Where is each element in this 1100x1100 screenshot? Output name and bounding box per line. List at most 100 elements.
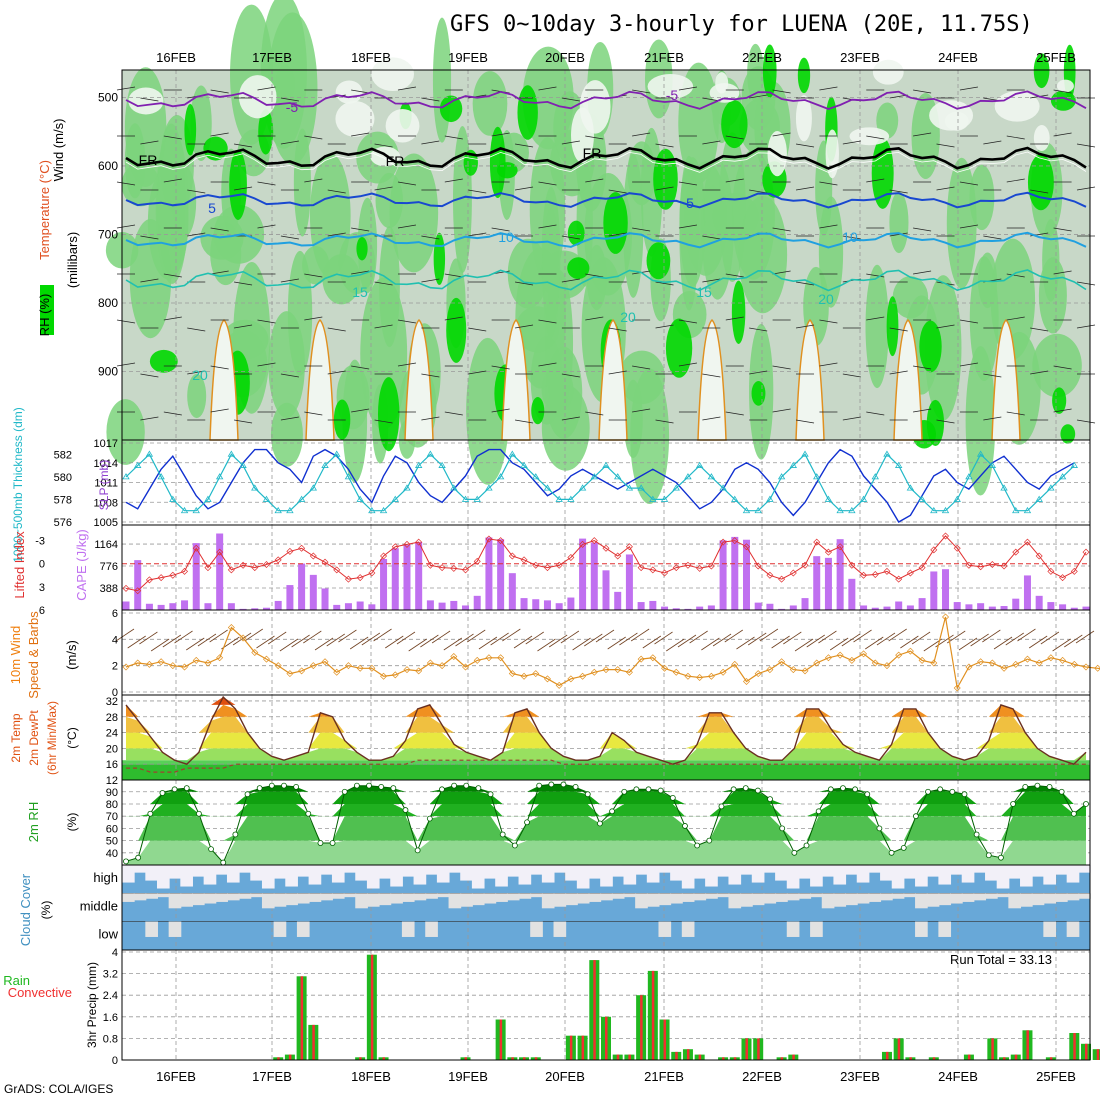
wind-speed-marker <box>696 674 704 682</box>
cloud-fraction-cell <box>588 893 602 902</box>
rh-marker <box>621 788 628 795</box>
surface-wind-barb <box>595 629 615 643</box>
lifted-marker <box>649 566 657 574</box>
surface-wind-barb <box>197 633 217 647</box>
cloud-fraction-cell <box>296 865 310 877</box>
rh-region <box>515 306 559 353</box>
precip-convective-bar <box>1085 1043 1088 1060</box>
wind-barb <box>421 140 440 145</box>
cloud-fraction-cell <box>168 865 182 879</box>
date-label-bottom: 20FEB <box>545 1069 585 1084</box>
thickness-marker <box>297 495 306 502</box>
rh-region <box>322 254 361 305</box>
thickness-series <box>125 453 1075 512</box>
wind-barb <box>257 86 276 91</box>
wind-speed-marker <box>415 667 423 675</box>
wind-barb <box>889 232 908 237</box>
thickness-marker <box>789 461 798 468</box>
lifted-marker <box>216 548 224 556</box>
temp-label: 2m Temp <box>9 713 23 762</box>
lifted-marker <box>579 540 587 548</box>
thickness-axis-label: 1000~500mb Thickness (dm) <box>11 407 25 563</box>
wind-barb <box>561 235 580 240</box>
wind-barb <box>866 135 885 140</box>
cloud-fraction-cell <box>1078 893 1091 899</box>
rh-moist-region <box>762 44 777 98</box>
surface-wind-barb <box>513 635 533 649</box>
date-label-top: 22FEB <box>742 50 782 65</box>
lifted-marker <box>965 561 973 569</box>
cloud-fraction-cell <box>1043 865 1057 885</box>
lifted-marker <box>239 561 247 569</box>
rh-tick-label: 60 <box>106 823 118 835</box>
thickness-marker <box>766 495 774 502</box>
cape-bar <box>696 606 704 610</box>
wind-barb <box>234 186 253 191</box>
wind-barb <box>468 327 487 332</box>
rh-marker <box>426 815 433 822</box>
cloud-fraction-cell <box>413 893 427 901</box>
surface-wind-barb <box>607 636 626 650</box>
wind-barb <box>491 132 510 137</box>
contour-label: -5 <box>666 87 679 103</box>
rh-region <box>747 43 764 102</box>
cape-bar <box>1047 602 1055 610</box>
cloud-fraction-cell <box>658 893 672 906</box>
rh-moist-region <box>489 126 506 199</box>
surface-wind-barb <box>443 637 463 651</box>
wind-barb <box>889 370 908 375</box>
lifted-tick-label: 3 <box>39 582 45 594</box>
lifted-marker <box>1082 548 1090 556</box>
lifted-marker <box>415 538 423 546</box>
surface-warm-plume <box>598 318 628 441</box>
cloud-fraction-cell <box>775 893 788 902</box>
thickness-tick-label: 578 <box>54 494 72 506</box>
wind-barb <box>280 140 299 145</box>
thickness-marker <box>122 473 130 480</box>
cloud-fraction-cell <box>308 893 322 902</box>
contour-15 <box>125 269 1087 292</box>
cloud-fraction-cell <box>985 865 998 881</box>
temp-tick-label: 20 <box>106 743 118 755</box>
thickness-marker <box>426 450 435 457</box>
wind-barb <box>1030 327 1049 332</box>
temp-tick-label: 24 <box>106 728 118 740</box>
cloud-fraction-cell <box>180 865 193 887</box>
cape-bar <box>1059 604 1067 610</box>
wind-speed-marker <box>766 666 774 674</box>
cloud-fraction-cell <box>973 865 987 873</box>
lifted-marker <box>134 587 142 595</box>
wind-speed-series <box>125 616 1100 690</box>
cloud-fraction-cell <box>530 865 543 875</box>
wind-barb <box>234 419 253 424</box>
surface-warm-plume <box>404 318 434 441</box>
thickness-marker <box>871 473 879 480</box>
rh-marker <box>414 847 421 854</box>
thickness-marker <box>848 506 856 514</box>
wind-speed-marker <box>1070 660 1078 668</box>
lifted-marker <box>309 552 317 560</box>
thickness-marker <box>274 506 282 514</box>
rh-marker <box>718 803 725 810</box>
surface-wind-barb <box>150 638 170 652</box>
thickness-marker <box>333 450 341 457</box>
cape-bar <box>860 605 868 610</box>
wind-label-main: 10m Wind <box>8 626 23 685</box>
rh-moist-region <box>258 109 274 155</box>
wind-barb <box>397 224 417 229</box>
wind-barb <box>1076 143 1096 148</box>
surface-wind-barb <box>970 633 989 647</box>
cloud-fraction-cell <box>215 893 228 902</box>
date-label-bottom: 22FEB <box>742 1069 782 1084</box>
surface-warm-plume <box>893 318 923 441</box>
cloud-fraction-cell <box>506 893 520 901</box>
wind-speed-marker <box>169 662 177 670</box>
lifted-marker <box>473 557 481 565</box>
cloud-fraction-cell <box>530 893 543 898</box>
cape-bar <box>462 605 470 610</box>
surface-wind-barb <box>654 631 673 645</box>
wind-label-sub: Speed & Barbs <box>26 611 41 699</box>
wind-barb <box>795 281 815 286</box>
cloud-fraction-cell <box>401 865 415 877</box>
surface-wind-barb <box>420 634 439 648</box>
